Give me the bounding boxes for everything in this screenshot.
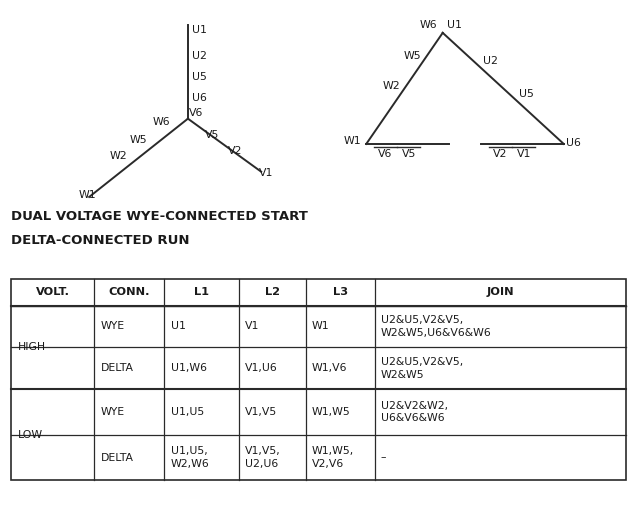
Text: W6: W6 [152, 117, 170, 127]
Text: U5: U5 [519, 89, 534, 99]
Text: W1,W5,
V2,V6: W1,W5, V2,V6 [312, 446, 354, 469]
Text: L3: L3 [333, 287, 348, 297]
Text: V1,U6: V1,U6 [245, 364, 278, 373]
Text: U1,U5: U1,U5 [171, 407, 204, 417]
Bar [11, 279, 626, 480]
Text: V6: V6 [378, 149, 392, 159]
Text: V1,V5,
U2,U6: V1,V5, U2,U6 [245, 446, 281, 469]
Text: U2&V2&W2,
U6&V6&W6: U2&V2&W2, U6&V6&W6 [381, 400, 448, 424]
Text: V1: V1 [259, 168, 273, 178]
Text: W5: W5 [404, 52, 421, 62]
Text: V1: V1 [517, 149, 531, 159]
Text: WYE: WYE [101, 407, 125, 417]
Text: U2: U2 [192, 52, 206, 62]
Text: U6: U6 [192, 92, 206, 103]
Text: W1,V6: W1,V6 [312, 364, 348, 373]
Text: DELTA: DELTA [101, 364, 134, 373]
Text: W1: W1 [312, 322, 330, 331]
Text: U2&U5,V2&V5,
W2&W5: U2&U5,V2&V5, W2&W5 [381, 357, 463, 380]
Text: JOIN: JOIN [486, 287, 514, 297]
Text: V5: V5 [402, 149, 416, 159]
Text: U1,U5,
W2,W6: U1,U5, W2,W6 [171, 446, 210, 469]
Text: U5: U5 [192, 72, 206, 82]
Text: V1: V1 [245, 322, 260, 331]
Text: W2: W2 [383, 81, 401, 91]
Text: V6: V6 [189, 109, 204, 118]
Text: U2&U5,V2&V5,
W2&W5,U6&V6&W6: U2&U5,V2&V5, W2&W5,U6&V6&W6 [381, 315, 492, 338]
Text: V2: V2 [228, 146, 242, 156]
Text: U1,W6: U1,W6 [171, 364, 207, 373]
Text: U1: U1 [447, 20, 461, 30]
Text: VOLT.: VOLT. [36, 287, 70, 297]
Text: DELTA: DELTA [101, 452, 134, 463]
Text: V2: V2 [493, 149, 507, 159]
Text: CONN.: CONN. [108, 287, 150, 297]
Text: V1,V5: V1,V5 [245, 407, 278, 417]
Text: W5: W5 [129, 135, 147, 145]
Text: DELTA-CONNECTED RUN: DELTA-CONNECTED RUN [11, 234, 190, 247]
Text: –: – [381, 452, 387, 463]
Text: HIGH: HIGH [18, 342, 46, 352]
Text: WYE: WYE [101, 322, 125, 331]
Text: U1: U1 [192, 25, 206, 35]
Text: U1: U1 [171, 322, 185, 331]
Text: L1: L1 [194, 287, 209, 297]
Text: W1: W1 [78, 190, 96, 200]
Text: U6: U6 [566, 138, 581, 148]
Text: W1: W1 [343, 136, 361, 146]
Text: W6: W6 [420, 20, 438, 30]
Text: L2: L2 [265, 287, 280, 297]
Text: W1,W5: W1,W5 [312, 407, 351, 417]
Text: W2: W2 [110, 151, 127, 161]
Text: LOW: LOW [18, 430, 43, 440]
Text: DUAL VOLTAGE WYE-CONNECTED START: DUAL VOLTAGE WYE-CONNECTED START [11, 210, 308, 223]
Text: U2: U2 [483, 56, 497, 66]
Text: V5: V5 [204, 130, 219, 140]
